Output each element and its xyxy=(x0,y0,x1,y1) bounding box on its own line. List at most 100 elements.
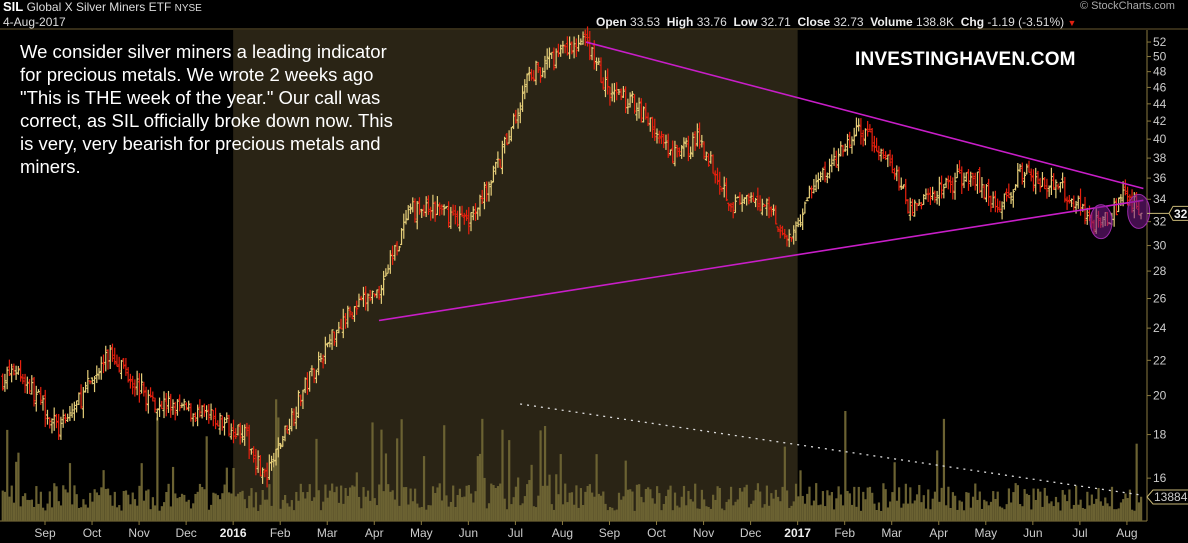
ohlc-bar xyxy=(63,413,67,424)
volume-bar xyxy=(898,487,901,521)
ohlc-bar xyxy=(671,140,675,164)
low-value: 32.71 xyxy=(760,15,791,29)
ohlc-bar xyxy=(904,178,908,205)
volume-bar xyxy=(183,494,186,521)
volume-bar xyxy=(626,489,630,521)
y-tick-label: 44 xyxy=(1153,97,1167,111)
ohlc-bar xyxy=(626,98,630,115)
symbol: SIL xyxy=(3,0,24,14)
volume-bar xyxy=(597,493,600,521)
volume-bar xyxy=(1039,491,1042,521)
volume-bar xyxy=(763,504,766,521)
volume-bar xyxy=(602,491,605,521)
volume-bar xyxy=(317,490,320,521)
ohlc-bar xyxy=(993,190,997,213)
volume-bar xyxy=(485,508,488,521)
ohlc-bar xyxy=(559,44,563,57)
ohlc-bar xyxy=(270,455,274,471)
ohlc-bar xyxy=(350,311,354,320)
ohlc-bar xyxy=(447,201,451,228)
volume-bar xyxy=(236,493,240,521)
volume-bar xyxy=(965,492,968,521)
volume-bar xyxy=(223,484,226,521)
x-tick-label: May xyxy=(410,526,433,540)
volume-bar xyxy=(331,483,334,521)
ohlc-bar xyxy=(440,204,444,215)
ohlc-bar xyxy=(86,370,90,394)
volume-bar xyxy=(39,491,42,521)
volume-bar xyxy=(1048,503,1051,521)
volume-bar xyxy=(1090,494,1093,521)
volume-bar xyxy=(225,467,228,521)
annotation-text: We consider silver miners a leading indi… xyxy=(20,41,393,177)
volume-bar xyxy=(115,507,119,521)
volume-bar xyxy=(449,501,453,521)
volume-bar xyxy=(978,491,981,521)
ohlc-bar xyxy=(438,202,442,216)
volume-bar xyxy=(467,485,470,521)
ohlc-bar xyxy=(583,29,587,46)
volume-bar xyxy=(89,492,92,521)
ohlc-bar xyxy=(684,137,688,148)
ohlc-bar xyxy=(202,403,206,417)
ohlc-bar xyxy=(639,98,643,123)
ohlc-bar xyxy=(417,197,421,215)
x-tick-label: Jun xyxy=(1023,526,1042,540)
ohlc-bar xyxy=(751,192,755,203)
volume-bar xyxy=(346,495,349,521)
ohlc-bar xyxy=(110,343,114,362)
ohlc-bar xyxy=(48,417,52,429)
volume-bar xyxy=(691,501,695,521)
volume-bar xyxy=(219,499,222,521)
volume-bar xyxy=(640,496,643,521)
ohlc-bar xyxy=(169,393,173,418)
ohlc-bar xyxy=(973,172,977,191)
volume-bar xyxy=(281,499,284,521)
volume-bar xyxy=(3,491,7,521)
ohlc-bar xyxy=(227,414,231,437)
volume-bar xyxy=(862,491,865,521)
volume-bar xyxy=(1084,508,1087,521)
ohlc-bar xyxy=(774,205,778,225)
ohlc-bar xyxy=(19,360,23,382)
ohlc-bar xyxy=(238,422,242,445)
volume-bar xyxy=(207,509,211,521)
volume-bar xyxy=(727,499,730,521)
volume-bar xyxy=(378,484,381,521)
volume-bar xyxy=(633,510,636,521)
volume-bar xyxy=(171,466,175,521)
ohlc-bar xyxy=(128,373,132,389)
ohlc-bar xyxy=(164,392,168,417)
volume-bar xyxy=(425,509,428,521)
volume-bar xyxy=(889,501,892,521)
ohlc-bar xyxy=(68,405,72,422)
volume-bar xyxy=(214,493,217,521)
volume-bar xyxy=(277,417,280,521)
ohlc-bar xyxy=(906,199,910,214)
volume-bar xyxy=(924,508,928,521)
volume-bar xyxy=(745,484,748,521)
volume-bar xyxy=(384,453,388,521)
ohlc-bar xyxy=(698,122,702,149)
ohlc-bar xyxy=(158,397,162,418)
ohlc-bar xyxy=(84,381,88,393)
volume-bar xyxy=(689,499,692,521)
volume-bar xyxy=(886,507,890,521)
x-tick-label: Feb xyxy=(834,526,855,540)
volume-bar xyxy=(803,503,807,521)
volume-bar xyxy=(817,505,820,521)
y-tick-label: 46 xyxy=(1153,80,1167,94)
ohlc-bar xyxy=(317,351,321,376)
volume-bar xyxy=(389,491,392,521)
ohlc-bar xyxy=(458,206,462,232)
chart-date: 4-Aug-2017 xyxy=(3,15,66,29)
ohlc-bar xyxy=(25,376,29,394)
volume-bar xyxy=(187,499,190,521)
volume-bar xyxy=(178,497,181,521)
ohlc-bar xyxy=(1072,195,1076,211)
ohlc-bar xyxy=(1000,201,1004,220)
x-tick-label: Apr xyxy=(365,526,384,540)
volume-bar xyxy=(333,492,336,521)
volume-bar xyxy=(682,485,686,521)
ohlc-bar xyxy=(568,36,572,60)
